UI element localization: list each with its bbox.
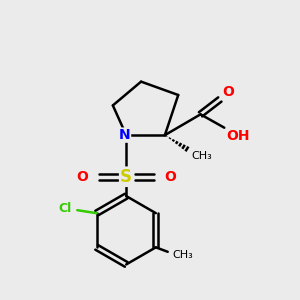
Text: CH₃: CH₃ (172, 250, 193, 260)
Text: CH₃: CH₃ (191, 152, 212, 161)
Text: O: O (222, 85, 234, 99)
Text: OH: OH (226, 129, 249, 143)
Text: S: S (120, 168, 132, 186)
Text: Cl: Cl (58, 202, 71, 215)
Text: N: N (119, 128, 130, 142)
Text: O: O (164, 170, 176, 184)
Text: O: O (76, 170, 88, 184)
